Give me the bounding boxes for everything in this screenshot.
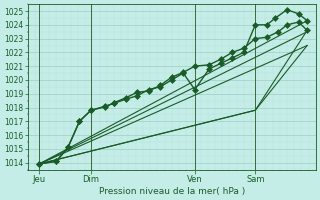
X-axis label: Pression niveau de la mer( hPa ): Pression niveau de la mer( hPa )	[99, 187, 245, 196]
